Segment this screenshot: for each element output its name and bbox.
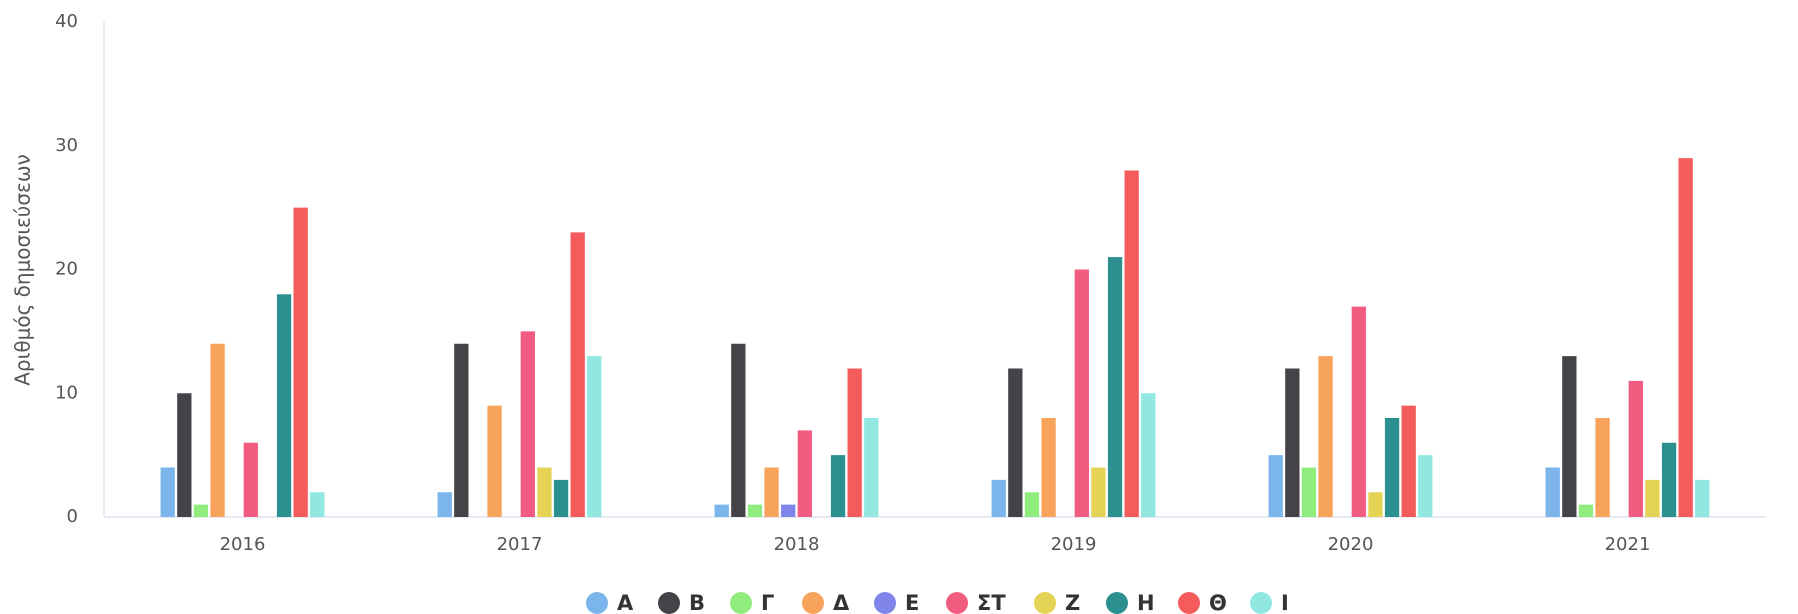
bar (1024, 492, 1040, 517)
bar (1384, 418, 1400, 517)
bar (731, 343, 746, 517)
bar (847, 368, 862, 517)
bar (437, 492, 452, 517)
bar (714, 504, 729, 517)
bar (1695, 479, 1710, 517)
bar (764, 467, 779, 517)
legend-marker (874, 592, 896, 614)
bar (1301, 467, 1317, 517)
bar (537, 467, 552, 517)
legend-marker (1250, 592, 1272, 614)
bar (487, 405, 502, 517)
legend-label[interactable]: Α (617, 591, 634, 614)
legend-marker (1034, 592, 1056, 614)
bar (276, 294, 292, 517)
bar (310, 492, 325, 517)
bar (781, 504, 796, 517)
y-tick-label: 10 (55, 382, 78, 403)
legend-marker (1178, 592, 1200, 614)
bar (454, 343, 469, 517)
bar (293, 207, 308, 517)
bar (177, 393, 192, 517)
bar (1008, 368, 1023, 517)
bar (1562, 356, 1577, 517)
bar (1141, 393, 1156, 517)
x-tick-label: 2020 (1328, 534, 1374, 555)
bar (553, 479, 569, 517)
bar (1661, 442, 1677, 517)
bar (991, 479, 1006, 517)
bar (1578, 504, 1594, 517)
legend-label[interactable]: Η (1137, 591, 1155, 614)
legend-label[interactable]: ΣΤ (977, 591, 1006, 614)
bar (1645, 479, 1660, 517)
bar (1285, 368, 1300, 517)
legend-label[interactable]: Β (689, 591, 705, 614)
y-tick-label: 40 (55, 11, 78, 32)
bar (210, 343, 225, 517)
bar (243, 442, 258, 517)
y-tick-label: 30 (55, 135, 78, 156)
x-tick-label: 2019 (1051, 534, 1097, 555)
legend-label[interactable]: Ι (1281, 591, 1289, 614)
bar (1041, 418, 1056, 517)
legend-marker (946, 592, 968, 614)
x-tick-label: 2017 (497, 534, 543, 555)
y-axis-title: Αριθμός δημοσιεύσεων (11, 154, 35, 386)
bar (1401, 405, 1416, 517)
x-tick-label: 2021 (1605, 534, 1651, 555)
legend-marker (1106, 592, 1128, 614)
bar (1268, 455, 1283, 517)
bar (193, 504, 209, 517)
bar (747, 504, 763, 517)
bar (830, 455, 846, 517)
bar (1107, 257, 1123, 517)
bar (1318, 356, 1333, 517)
bar (1074, 269, 1089, 517)
legend-label[interactable]: Ζ (1065, 591, 1080, 614)
bar (570, 232, 585, 517)
bar (160, 467, 175, 517)
legend-marker (802, 592, 824, 614)
legend-marker (658, 592, 680, 614)
bar (1678, 158, 1693, 517)
bar (797, 430, 812, 517)
bar (1351, 306, 1366, 517)
bar (1124, 170, 1139, 517)
legend-label[interactable]: Ε (905, 591, 919, 614)
x-tick-label: 2018 (774, 534, 820, 555)
bar (1595, 418, 1610, 517)
legend-label[interactable]: Δ (833, 591, 850, 614)
bar (520, 331, 535, 517)
bar (864, 418, 879, 517)
bar (1545, 467, 1560, 517)
legend-marker (730, 592, 752, 614)
bar (587, 356, 602, 517)
bar (1091, 467, 1106, 517)
legend-marker (586, 592, 608, 614)
bar (1418, 455, 1433, 517)
legend-label[interactable]: Θ (1209, 591, 1227, 614)
bar (1628, 380, 1643, 517)
bar (1368, 492, 1383, 517)
legend-label[interactable]: Γ (761, 591, 774, 614)
y-tick-label: 20 (55, 259, 78, 280)
y-tick-label: 0 (67, 506, 78, 527)
x-tick-label: 2016 (220, 534, 266, 555)
